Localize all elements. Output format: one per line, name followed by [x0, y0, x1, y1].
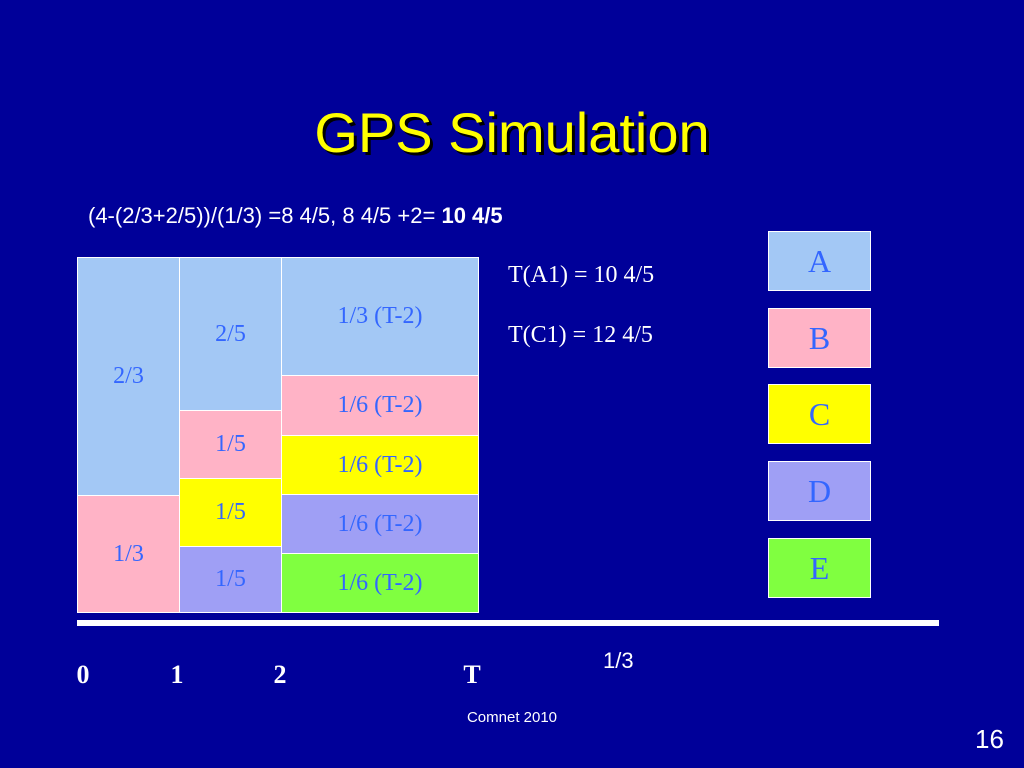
cell: 1/6 (T-2)	[281, 375, 479, 436]
cell: 1/5	[179, 546, 282, 613]
cell: 1/6 (T-2)	[281, 494, 479, 554]
axis-label: T	[463, 660, 481, 689]
cell: 2/5	[179, 257, 282, 411]
time-axis	[77, 620, 939, 626]
title: GPS Simulation	[314, 101, 710, 164]
cell: 1/6 (T-2)	[281, 553, 479, 613]
cell: 1/5	[179, 410, 282, 479]
note: T(C1) = 12 4/5	[508, 322, 653, 348]
axis-label: 2	[273, 660, 287, 689]
formula: (4-(2/3+2/5))/(1/3) =8 4/5, 8 4/5 +2= 10…	[88, 203, 503, 229]
cell: 1/6 (T-2)	[281, 435, 479, 495]
cell: 2/3	[77, 257, 180, 496]
legend-box: C	[768, 384, 871, 444]
legend-box: A	[768, 231, 871, 291]
note: T(A1) = 10 4/5	[508, 262, 655, 288]
legend-box: D	[768, 461, 871, 521]
formula-text: (4-(2/3+2/5))/(1/3) =8 4/5, 8 4/5 +2=	[88, 203, 436, 228]
legend-box: E	[768, 538, 871, 598]
axis-label: 0	[76, 660, 90, 689]
axis-label: 1	[170, 660, 184, 689]
rate-label: 1/3	[603, 648, 634, 673]
cell: 1/3	[77, 495, 180, 613]
footer: Comnet 2010	[466, 709, 558, 726]
legend-box: B	[768, 308, 871, 368]
page-number: 16	[975, 724, 1004, 754]
formula-result: 10 4/5	[441, 203, 503, 228]
cell: 1/3 (T-2)	[281, 257, 479, 376]
cell: 1/5	[179, 478, 282, 547]
